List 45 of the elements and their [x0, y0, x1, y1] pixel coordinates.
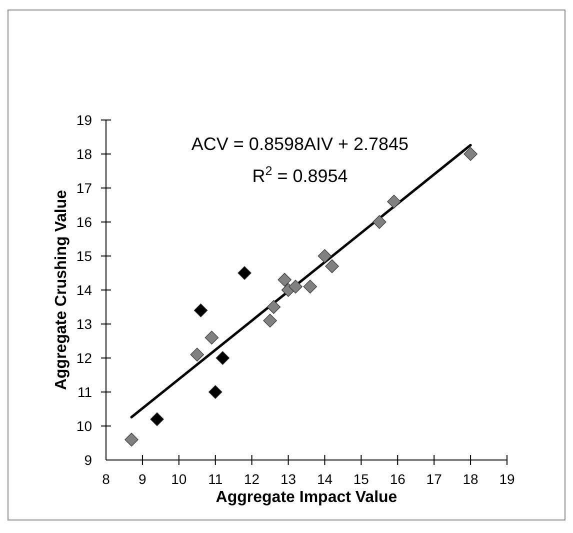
point [204, 330, 219, 344]
x-tick-label: 9 [138, 471, 147, 487]
point [288, 280, 302, 294]
point [387, 194, 401, 208]
y-tick-label: 17 [76, 180, 92, 196]
x-tick-label: 13 [280, 471, 296, 487]
y-tick-label: 12 [76, 350, 92, 366]
annotation: R$^{2}$ = 0.8954 [252, 164, 348, 186]
y-tick-label: 14 [76, 282, 92, 298]
point [464, 147, 478, 161]
x-tick-label: 14 [316, 471, 333, 487]
x-tick-label: 15 [353, 471, 370, 487]
point [190, 348, 204, 362]
x-tick-label: 8 [102, 471, 110, 487]
y-tick-label: 13 [76, 316, 92, 332]
x-tick-label: 19 [499, 471, 515, 487]
x-tick-label: 12 [244, 471, 260, 487]
point [238, 266, 252, 280]
x-tick-label: 18 [462, 471, 479, 487]
point [216, 351, 230, 365]
x-axis-title: Aggregate Impact Value [216, 489, 398, 506]
point [124, 432, 138, 446]
annotation: ACV = 0.8598AIV + 2.7845 [191, 134, 409, 154]
x-tick-label: 10 [171, 471, 187, 487]
y-tick-label: 19 [76, 112, 92, 128]
point [263, 314, 277, 328]
point [318, 249, 332, 263]
point [150, 412, 164, 426]
point [194, 304, 208, 318]
y-tick-label: 11 [77, 384, 92, 400]
x-tick-label: 16 [390, 471, 406, 487]
x-tick-label: 17 [426, 471, 442, 487]
x-tick-label: 11 [208, 471, 223, 487]
y-tick-label: 15 [76, 248, 92, 264]
point [325, 259, 339, 274]
point [266, 300, 281, 314]
point [208, 385, 222, 399]
y-tick-label: 9 [84, 452, 92, 468]
y-tick-label: 18 [76, 146, 92, 162]
y-axis-title: Aggregate Crushing Value [53, 190, 70, 390]
point [372, 215, 386, 229]
y-tick-label: 16 [76, 214, 92, 230]
y-tick-label: 10 [76, 418, 92, 434]
point [303, 280, 318, 294]
point [278, 272, 292, 287]
